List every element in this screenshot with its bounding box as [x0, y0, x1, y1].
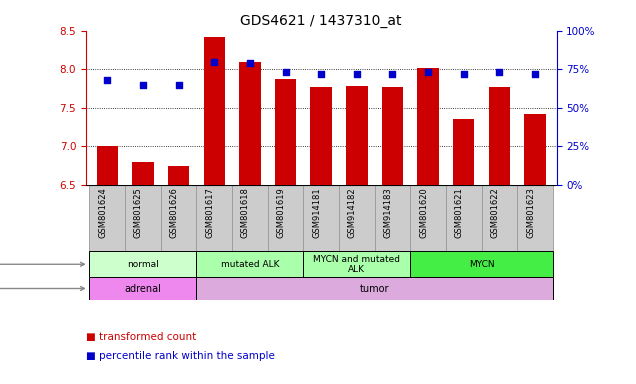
Point — [387, 71, 398, 77]
Bar — [382, 87, 403, 185]
Point — [316, 71, 326, 77]
Text: GSM801619: GSM801619 — [277, 187, 286, 238]
Text: tissue: tissue — [0, 283, 85, 293]
Bar — [517, 185, 553, 251]
Point — [352, 71, 362, 77]
Bar — [275, 79, 296, 185]
Bar — [97, 146, 118, 185]
Point — [280, 69, 291, 75]
Text: GSM801622: GSM801622 — [490, 187, 499, 238]
Bar — [232, 185, 268, 251]
Text: GSM801620: GSM801620 — [419, 187, 428, 238]
Point — [423, 69, 433, 75]
Point — [138, 82, 148, 88]
Bar — [268, 185, 303, 251]
Bar — [125, 185, 161, 251]
Bar — [90, 278, 197, 300]
Text: ■ transformed count: ■ transformed count — [86, 332, 196, 342]
Bar — [375, 185, 410, 251]
Point — [245, 60, 255, 66]
Bar — [310, 87, 332, 185]
Bar — [303, 185, 339, 251]
Point — [459, 71, 469, 77]
Text: GSM801617: GSM801617 — [205, 187, 214, 238]
Bar — [339, 185, 375, 251]
Point — [494, 69, 504, 75]
Text: GSM914183: GSM914183 — [384, 187, 392, 238]
Text: adrenal: adrenal — [125, 283, 162, 293]
Bar — [132, 162, 154, 185]
Text: ■ percentile rank within the sample: ■ percentile rank within the sample — [86, 351, 275, 361]
Bar — [239, 61, 261, 185]
Title: GDS4621 / 1437310_at: GDS4621 / 1437310_at — [240, 14, 402, 28]
Point — [530, 71, 540, 77]
Text: GSM801625: GSM801625 — [134, 187, 143, 238]
Text: mutated ALK: mutated ALK — [221, 260, 279, 269]
Bar — [161, 185, 197, 251]
Text: GSM801624: GSM801624 — [98, 187, 107, 238]
Bar — [481, 185, 517, 251]
Bar — [168, 166, 190, 185]
Point — [174, 82, 184, 88]
Text: GSM914181: GSM914181 — [312, 187, 321, 238]
Bar — [346, 86, 368, 185]
Bar — [488, 87, 510, 185]
Bar — [410, 185, 446, 251]
Bar — [303, 251, 410, 278]
Bar — [525, 114, 546, 185]
Text: MYCN: MYCN — [469, 260, 494, 269]
Text: GSM914182: GSM914182 — [348, 187, 357, 238]
Bar — [446, 185, 481, 251]
Text: GSM801618: GSM801618 — [241, 187, 250, 238]
Bar — [90, 185, 125, 251]
Bar — [90, 251, 197, 278]
Text: GSM801621: GSM801621 — [455, 187, 464, 238]
Bar — [204, 37, 225, 185]
Bar — [197, 251, 303, 278]
Bar — [197, 185, 232, 251]
Text: tumor: tumor — [360, 283, 389, 293]
Text: GSM801623: GSM801623 — [526, 187, 535, 238]
Text: genotype/variation: genotype/variation — [0, 259, 85, 269]
Bar — [197, 278, 553, 300]
Bar — [453, 119, 474, 185]
Point — [102, 77, 113, 83]
Text: GSM801626: GSM801626 — [170, 187, 179, 238]
Text: MYCN and mutated
ALK: MYCN and mutated ALK — [314, 255, 400, 274]
Bar — [410, 251, 553, 278]
Point — [209, 58, 219, 65]
Text: normal: normal — [127, 260, 159, 269]
Bar — [417, 68, 439, 185]
